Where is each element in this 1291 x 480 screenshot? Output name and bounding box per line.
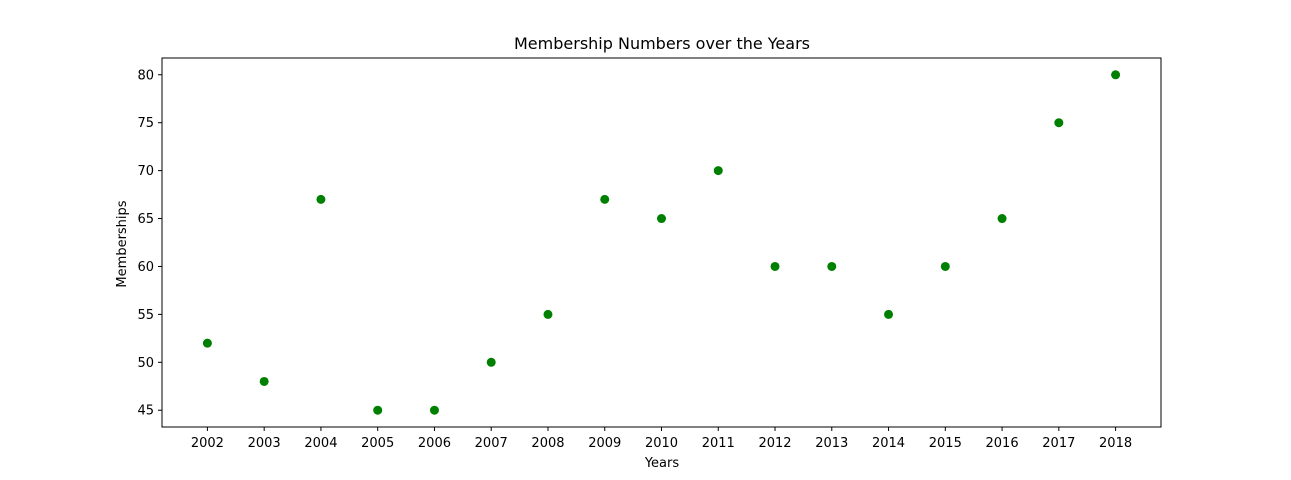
x-tick-label: 2016 (986, 436, 1019, 451)
data-point (713, 166, 723, 176)
data-point (600, 194, 610, 204)
data-point (770, 261, 780, 271)
data-point (884, 309, 894, 319)
data-point (259, 376, 269, 386)
data-point (997, 214, 1007, 224)
y-tick-label: 60 (137, 260, 154, 275)
x-axis: 2002 2003 2004 2005 2006 2007 2008 2009 2010 2011… (191, 427, 1132, 451)
x-tick-label: 2009 (588, 436, 621, 451)
data-point (486, 357, 496, 367)
x-tick-label: 2008 (531, 436, 564, 451)
data-points (202, 70, 1121, 415)
y-tick-label: 45 (137, 404, 154, 419)
x-tick-label: 2010 (645, 436, 678, 451)
chart-title: Membership Numbers over the Years (514, 34, 810, 53)
y-axis: 45 50 55 60 65 70 75 80 (137, 68, 162, 419)
data-point (1054, 118, 1064, 128)
x-tick-label: 2004 (304, 436, 337, 451)
data-point (316, 194, 326, 204)
data-point (657, 214, 666, 224)
x-tick-label: 2014 (872, 436, 905, 451)
x-axis-label: Years (644, 456, 680, 471)
y-tick-label: 80 (137, 68, 154, 83)
plot-area: 2002 2003 2004 2005 2006 2007 2008 2009 2010 2011… (137, 57, 1162, 451)
x-tick-label: 2006 (418, 436, 451, 451)
data-point (202, 338, 212, 348)
y-tick-label: 50 (137, 356, 154, 371)
y-tick-label: 65 (137, 212, 154, 227)
x-tick-label: 2002 (191, 436, 224, 451)
data-point (827, 261, 837, 271)
x-tick-label: 2018 (1099, 436, 1132, 451)
x-tick-label: 2003 (248, 436, 281, 451)
x-tick-label: 2012 (758, 436, 791, 451)
x-tick-label: 2005 (361, 436, 394, 451)
x-tick-label: 2007 (475, 436, 508, 451)
y-tick-label: 55 (137, 308, 154, 323)
plot-frame (161, 57, 1162, 428)
y-tick-label: 75 (137, 116, 154, 131)
x-tick-label: 2017 (1042, 436, 1075, 451)
y-axis-label: Memberships (115, 200, 130, 287)
x-tick-label: 2013 (815, 436, 848, 451)
data-point (429, 405, 439, 415)
data-point (373, 405, 383, 415)
data-point (543, 309, 553, 319)
data-point (1111, 70, 1121, 80)
data-point (940, 261, 950, 271)
x-tick-label: 2011 (702, 436, 735, 451)
y-tick-label: 70 (137, 164, 154, 179)
x-tick-label: 2015 (929, 436, 962, 451)
